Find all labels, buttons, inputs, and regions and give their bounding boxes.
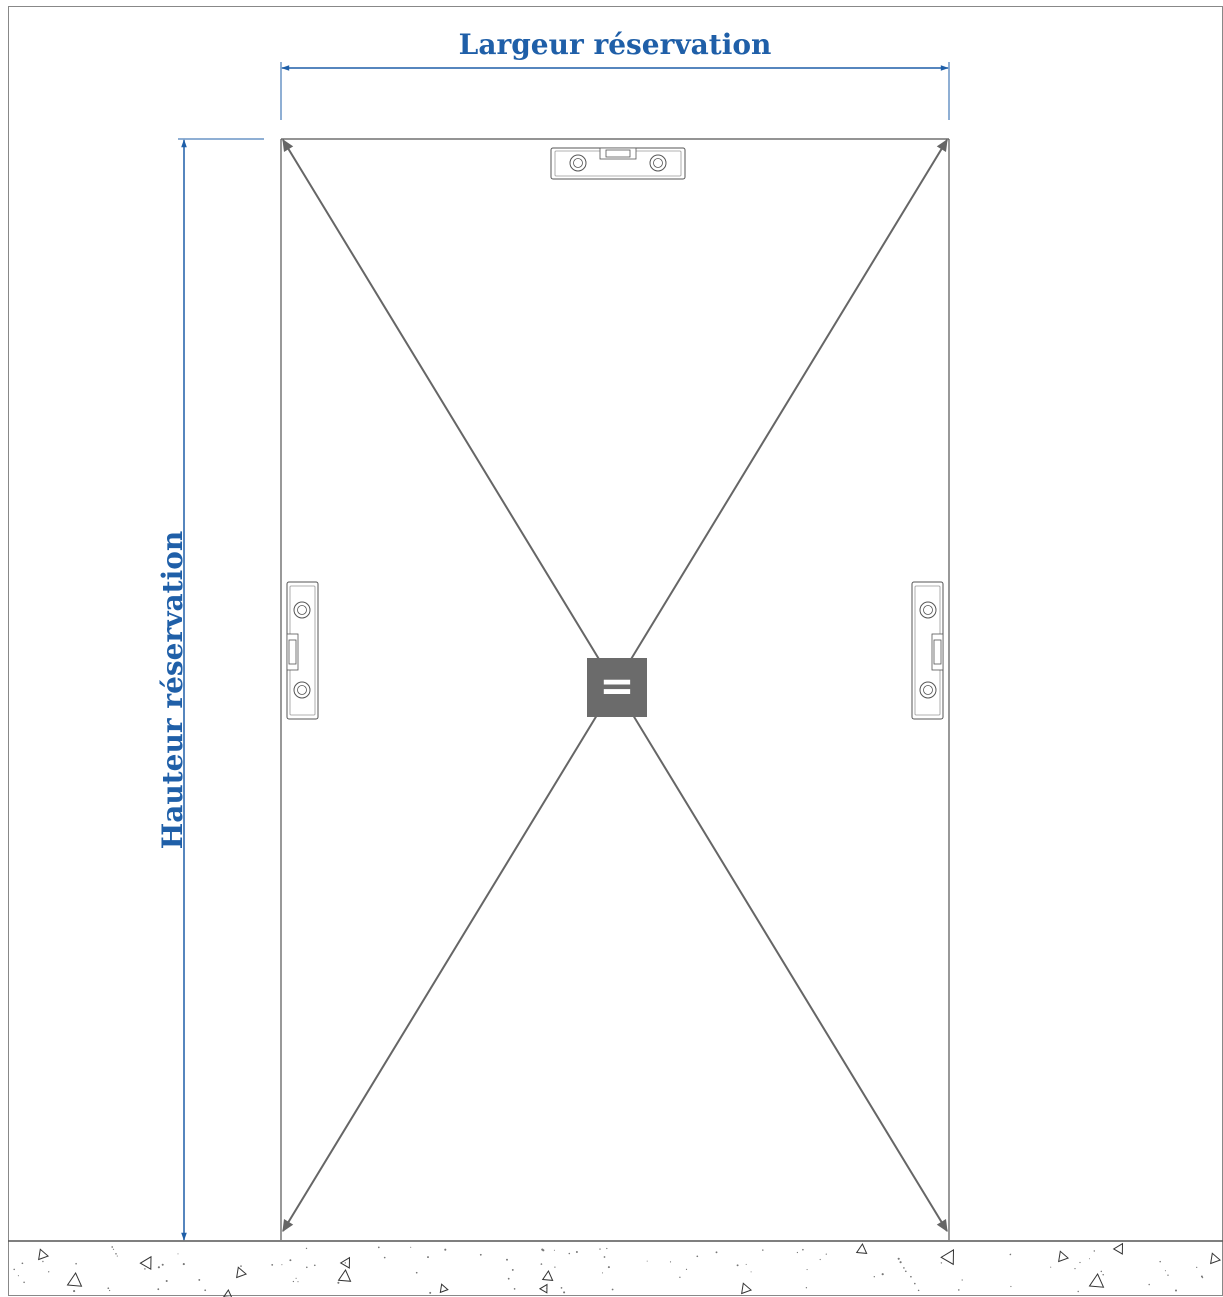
concrete-texture	[13, 1242, 1222, 1297]
equal-sign: =	[599, 661, 634, 710]
outer-border	[8, 6, 1223, 1296]
spirit-level-top-icon	[550, 147, 686, 180]
width-label: Largeur réservation	[459, 28, 772, 61]
floor-slab	[8, 1240, 1223, 1297]
height-label: Hauteur réservation	[156, 531, 189, 849]
spirit-level-left-icon	[286, 581, 319, 720]
equal-marker: =	[587, 658, 647, 717]
height-dimension: Hauteur réservation	[156, 138, 264, 1241]
width-dimension: Largeur réservation	[280, 28, 950, 120]
spirit-level-right-icon	[911, 581, 944, 720]
